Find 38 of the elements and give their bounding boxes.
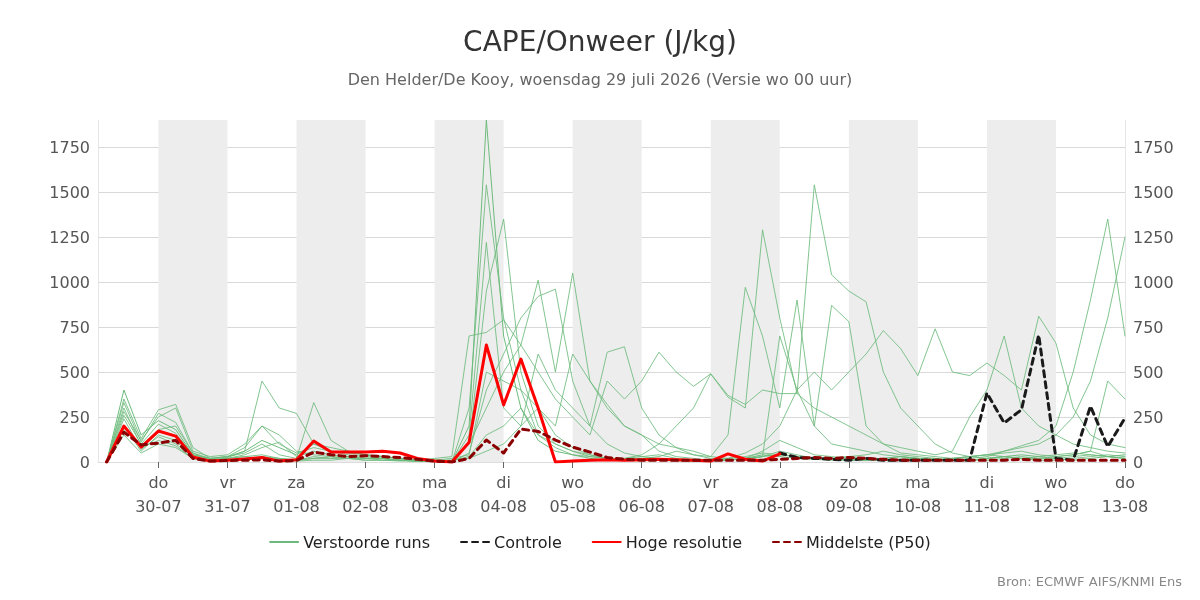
x-tick-label: do 06-08 [618,472,665,516]
y2-tick-label: 0 [1133,452,1144,472]
y-tick-label: 1750 [49,137,90,157]
text: Bron: ECMWF AIFS/KNMI Ens [997,574,1183,589]
x-tick-label: ma 03-08 [411,472,458,516]
y2-tick-label: 1500 [1133,182,1174,202]
legend-label: Verstoorde runs [303,532,431,552]
x-tick-label: za 08-08 [756,472,804,516]
x-tick-label: wo 12-08 [1032,472,1080,516]
x-tick-label: di 04-08 [480,472,527,516]
legend-label: Middelste (P50) [805,532,931,552]
x-tick-label: do 30-07 [135,472,182,516]
y2-tick-label: 1000 [1133,272,1174,292]
x-tick-label: do 13-08 [1101,472,1149,516]
x-tick-label: wo 05-08 [549,472,596,516]
x-tick-label: za 01-08 [273,472,320,516]
y-tick-label: 750 [59,317,90,337]
x-tick-label: zo 02-08 [342,472,389,516]
y2-tick-label: 1250 [1133,227,1174,247]
y-tick-label: 0 [79,452,90,472]
y-tick-label: 1250 [49,227,90,247]
x-tick-label: vr 31-07 [204,472,251,516]
y2-tick-label: 750 [1133,317,1164,337]
y2-tick-label: 250 [1133,407,1164,427]
x-tick-label: ma 10-08 [894,472,942,516]
legend-label: Hoge resolutie [625,532,742,552]
y2-tick-label: 1750 [1133,137,1174,157]
y-tick-label: 500 [59,362,90,382]
chart-subtitle: Den Helder/De Kooy, woensdag 29 juli 2026 (Versie wo 00 uur) [347,69,853,89]
x-tick-label: vr 07-08 [687,472,734,516]
y-tick-label: 1000 [49,272,90,292]
x-tick-label: zo 09-08 [825,472,873,516]
chart-title: CAPE/Onweer (J/kg) [463,24,737,58]
y-tick-label: 1500 [49,182,90,202]
legend-label: Controle [494,532,562,552]
x-tick-label: di 11-08 [963,472,1011,516]
y2-tick-label: 500 [1133,362,1164,382]
y-tick-label: 250 [59,407,90,427]
